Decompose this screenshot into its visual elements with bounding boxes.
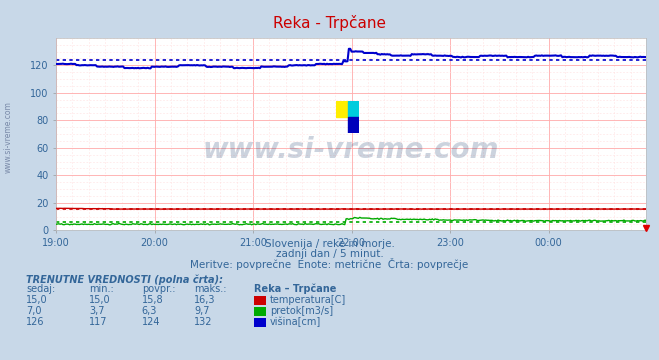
Text: višina[cm]: višina[cm] xyxy=(270,316,322,327)
Text: pretok[m3/s]: pretok[m3/s] xyxy=(270,306,333,316)
Text: Reka - Trpčane: Reka - Trpčane xyxy=(273,15,386,31)
Text: 3,7: 3,7 xyxy=(89,306,105,316)
Text: 6,3: 6,3 xyxy=(142,306,157,316)
Bar xyxy=(348,101,359,117)
Text: Reka – Trpčane: Reka – Trpčane xyxy=(254,284,336,294)
Text: 16,3: 16,3 xyxy=(194,295,216,305)
Text: www.si-vreme.com: www.si-vreme.com xyxy=(3,101,13,173)
Bar xyxy=(336,101,348,117)
Text: 124: 124 xyxy=(142,317,160,327)
Text: zadnji dan / 5 minut.: zadnji dan / 5 minut. xyxy=(275,249,384,260)
Text: sedaj:: sedaj: xyxy=(26,284,55,294)
Text: Slovenija / reke in morje.: Slovenija / reke in morje. xyxy=(264,239,395,249)
Text: www.si-vreme.com: www.si-vreme.com xyxy=(203,135,499,163)
Text: 9,7: 9,7 xyxy=(194,306,210,316)
Text: 126: 126 xyxy=(26,317,45,327)
Text: 117: 117 xyxy=(89,317,107,327)
Bar xyxy=(348,117,359,133)
Text: 132: 132 xyxy=(194,317,213,327)
Text: temperatura[C]: temperatura[C] xyxy=(270,295,347,305)
Text: Meritve: povprečne  Enote: metrične  Črta: povprečje: Meritve: povprečne Enote: metrične Črta:… xyxy=(190,258,469,270)
Text: 15,8: 15,8 xyxy=(142,295,163,305)
Text: 15,0: 15,0 xyxy=(26,295,48,305)
Text: TRENUTNE VREDNOSTI (polna črta):: TRENUTNE VREDNOSTI (polna črta): xyxy=(26,274,223,285)
Text: 15,0: 15,0 xyxy=(89,295,111,305)
Text: maks.:: maks.: xyxy=(194,284,227,294)
Text: povpr.:: povpr.: xyxy=(142,284,175,294)
Text: min.:: min.: xyxy=(89,284,114,294)
Text: 7,0: 7,0 xyxy=(26,306,42,316)
